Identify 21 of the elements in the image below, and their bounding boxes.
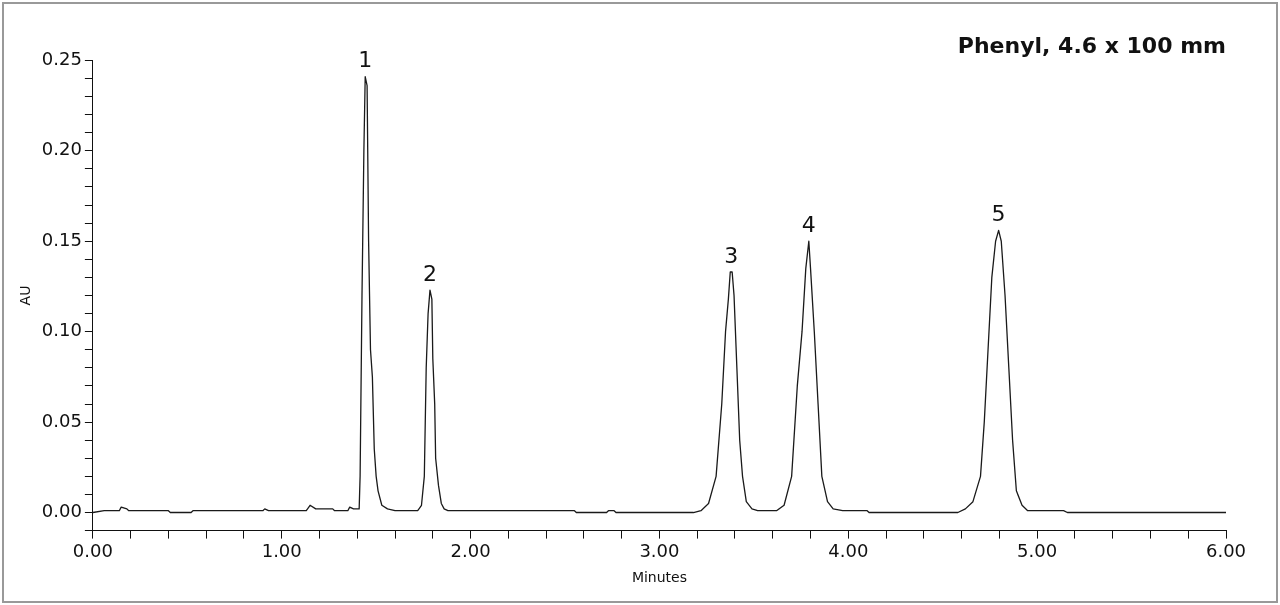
annotation: 1	[358, 47, 373, 73]
x-tick-label: 3.00	[639, 540, 680, 562]
x-tick-label: 2.00	[450, 540, 491, 562]
x-tick-label: 0.00	[72, 540, 113, 562]
annotation: 4	[801, 211, 816, 237]
y-tick-label: 0.15	[41, 228, 82, 250]
y-tick-label: 0.20	[41, 138, 82, 160]
annotation: 5	[991, 201, 1006, 227]
x-tick-label: 5.00	[1017, 540, 1058, 562]
annotation: 2	[422, 260, 437, 286]
y-tick-label: 0.05	[41, 409, 82, 431]
x-tick-label: 6.00	[1205, 540, 1247, 562]
x-tick-label: 1.00	[261, 540, 302, 562]
y-tick-label: 0.10	[41, 319, 82, 341]
y-tick-label: 0.00	[41, 500, 82, 522]
chart-title: Phenyl, 4.6 x 100 mm	[957, 32, 1226, 58]
annotation: 3	[724, 242, 739, 268]
y-axis-title: AU	[17, 285, 34, 306]
y-tick-label: 0.25	[41, 48, 82, 70]
x-axis-title: Minutes	[631, 569, 687, 586]
x-tick-label: 4.00	[828, 540, 869, 562]
